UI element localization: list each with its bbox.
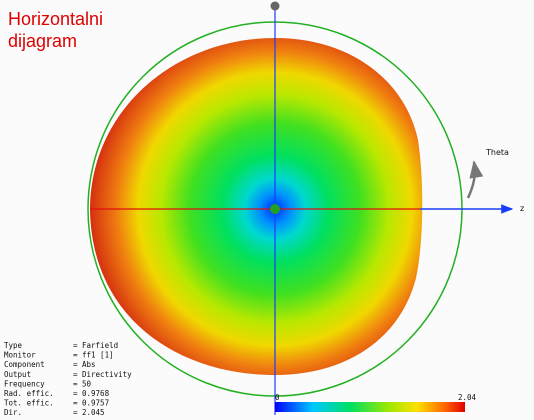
info-table: Type = Farfield Monitor = ff1 [1] Component = Ab… [4,341,132,417]
info-separator: = [73,351,78,360]
colorbar [275,402,465,412]
info-separator: = [73,360,78,369]
theta-label: Theta [485,148,509,157]
info-value: Directivity [82,370,132,379]
pattern-surface [90,38,423,375]
info-separator: = [73,379,78,388]
info-key: Rad. effic. [4,389,54,398]
info-value: 50 [82,379,92,388]
info-value: ff1 [1] [82,351,114,360]
info-key: Component [4,360,45,369]
theta-arrow [466,160,484,199]
info-value: 2.045 [82,408,105,417]
info-value: Farfield [82,341,118,350]
info-key: Type [4,341,23,350]
origin [270,204,280,214]
info-key: Frequency [4,379,45,388]
info-key: Dir. [4,408,22,417]
info-separator: = [73,341,78,350]
info-separator: = [73,408,78,417]
info-value: Abs [82,360,96,369]
info-value: 0.9757 [82,399,109,408]
z-label: z [520,204,524,213]
axis-knob [270,1,280,11]
colorbar-min: 0 [275,393,280,402]
info-key: Tot. effic. [4,399,54,408]
info-key: Monitor [4,351,36,360]
info-value: 0.9768 [82,389,110,398]
colorbar-max: 2.04 [458,393,477,402]
title-line: dijagram [8,31,77,51]
info-separator: = [73,389,78,398]
info-separator: = [73,399,78,408]
info-separator: = [73,370,78,379]
info-key: Output [4,370,31,379]
title-line: Horizontalni [8,9,103,29]
